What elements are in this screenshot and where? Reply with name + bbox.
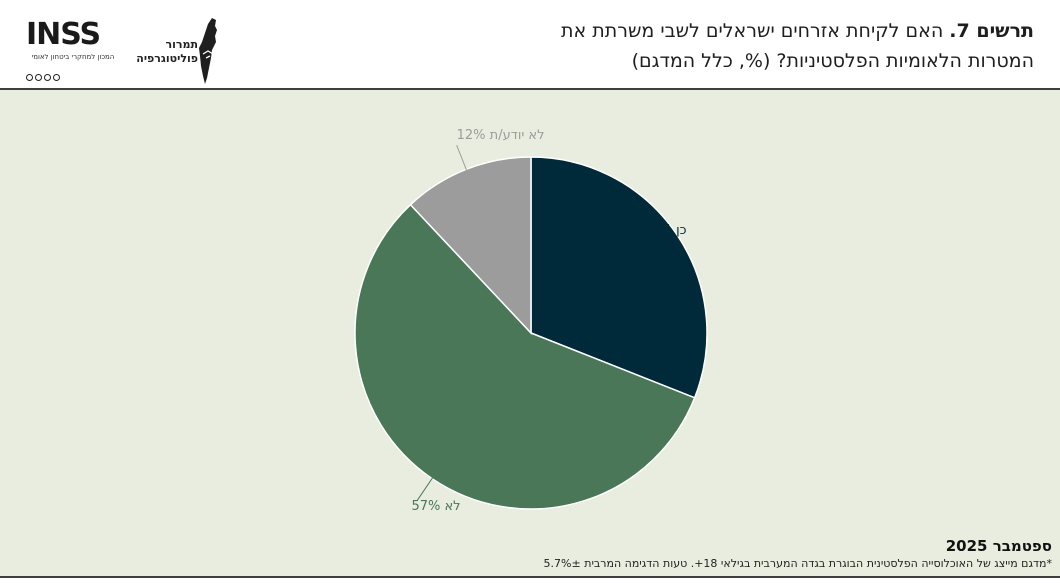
inss-logo-subtitle: המכון למחקרי ביטחון לאומי xyxy=(31,53,115,61)
chart-title: תרשים 7. האם לקיחת אזרחים ישראלים לשבי מ… xyxy=(334,16,1034,76)
survey-date: ספטמבר 2025 xyxy=(945,537,1052,555)
pie-leader-1 xyxy=(417,474,435,501)
chart-title-bold: תרשים 7. xyxy=(949,20,1034,42)
chart-title-line2: המטרות הלאומיות הפלסטיניות? (%, כלל המדג… xyxy=(631,50,1034,72)
header: תרשים 7. האם לקיחת אזרחים ישראלים לשבי מ… xyxy=(0,0,1060,90)
pie-label-1: לא 57% xyxy=(411,499,460,514)
pie-leader-2 xyxy=(456,145,469,174)
pie-label-2: לא יודע/ת 12% xyxy=(457,128,545,143)
tamrur-logo-line2: פוליטוגרפיה xyxy=(136,52,198,65)
pie-slice-0 xyxy=(530,156,708,399)
inss-logo-word: INSS xyxy=(26,17,101,52)
bottom-rule xyxy=(0,576,1060,578)
tamrur-logo: תמרור פוליטוגרפיה xyxy=(130,18,222,84)
chart-title-line1: האם לקיחת אזרחים ישראלים לשבי משרתת את xyxy=(561,20,944,42)
pie-chart: כן 31% לא 57% לא יודע/ת 12% xyxy=(354,128,708,514)
inss-logo-dots xyxy=(26,66,62,85)
survey-note: *מדגם מייצג של האוכלוסייה הפלסטינית הבוג… xyxy=(543,557,1052,570)
inss-logo: INSS המכון למחקרי ביטחון לאומי xyxy=(26,17,120,81)
footer: ספטמבר 2025 *מדגם מייצג של האוכלוסייה הפ… xyxy=(152,536,1052,572)
plot-area: כן 31% לא 57% לא יודע/ת 12% xyxy=(0,90,1060,576)
tamrur-logo-text: תמרור פוליטוגרפיה xyxy=(130,38,198,66)
tamrur-logo-line1: תמרור xyxy=(165,38,199,51)
pie-label-0: כן 31% xyxy=(643,223,687,238)
map-icon xyxy=(199,18,217,84)
